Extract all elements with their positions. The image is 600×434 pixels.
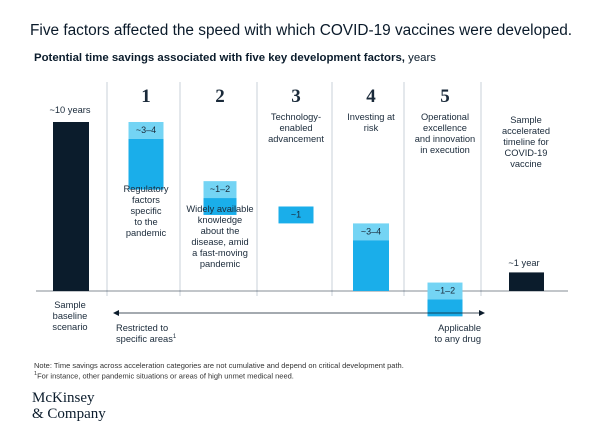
result-label-line-5: vaccine — [510, 159, 542, 169]
factor-4-min-bar — [353, 240, 389, 291]
factor-1-value-label: ~3–4 — [136, 125, 156, 135]
factor-2-label-line-6: pandemic — [200, 259, 241, 269]
result-bar — [509, 272, 544, 291]
factor-1-number: 1 — [141, 86, 151, 107]
factor-2-label-line-3: about the — [201, 226, 240, 236]
axis-left-label-line-2: specific areas1 — [116, 334, 177, 344]
footnote-note: Note: Time savings across acceleration c… — [34, 361, 404, 370]
axis-left-label-line-1: Restricted to — [116, 323, 168, 333]
factor-2-min-bar — [203, 198, 237, 215]
factor-3-label-line-2: enabled — [279, 123, 312, 133]
footnote-1-marker: 1 — [34, 371, 38, 377]
factor-3-value-label: ~1 — [291, 210, 301, 220]
logo-line-2: & Company — [32, 406, 106, 422]
range-arrow-left-head — [113, 310, 119, 316]
factor-1-label-line-3: specific — [130, 206, 161, 216]
factor-5-min-bar — [427, 299, 463, 317]
factor-1-min-bar — [128, 138, 164, 190]
axis-right-label-line-1: Applicable — [438, 323, 481, 333]
subtitle-text: Potential time savings associated with f… — [34, 52, 405, 64]
factor-5-label-line-1: Operational — [421, 112, 469, 122]
factor-1-label-line-1: Regulatory — [124, 184, 169, 194]
factor-3-number: 3 — [291, 86, 301, 107]
factor-2-label-line-2: knowledge — [198, 215, 242, 225]
factor-4-label-line-1: Investing at — [347, 112, 395, 122]
chart-subtitle: Potential time savings associated with f… — [34, 52, 436, 64]
mckinsey-logo: McKinsey & Company — [32, 390, 106, 422]
factor-5-value-label: ~1–2 — [435, 286, 455, 296]
factor-4-value-label: ~3–4 — [361, 226, 381, 236]
factor-5-label-line-2: excellence — [423, 123, 467, 133]
footnote-1-text: For instance, other pandemic situations … — [37, 371, 294, 381]
factor-1-range-bar — [128, 122, 164, 139]
result-label-line-1: Sample — [510, 115, 542, 125]
factor-5-label-line-3: and innovation — [415, 134, 475, 144]
subtitle-unit: years — [404, 52, 436, 64]
range-arrow-right-head — [479, 310, 485, 316]
axis-left-footnote-marker: 1 — [173, 334, 177, 340]
baseline-label-line-2: baseline — [53, 311, 88, 321]
factor-2-range-bar — [203, 181, 237, 199]
baseline-value-label: ~10 years — [49, 105, 90, 115]
factor-4-number: 4 — [366, 86, 376, 107]
factor-2-label-line-1: Widely available — [186, 204, 253, 214]
result-value-label: ~1 year — [508, 258, 539, 268]
factor-4-label-line-2: risk — [364, 123, 379, 133]
axis-right-label-line-2: to any drug — [434, 334, 481, 344]
factor-1-label-line-2: factors — [132, 195, 160, 205]
factor-5-range-bar — [427, 282, 463, 300]
result-label-line-3: timeline for — [503, 137, 548, 147]
factor-3-label-line-3: advancement — [268, 134, 324, 144]
result-label-line-2: accelerated — [502, 126, 550, 136]
page-title: Five factors affected the speed with whi… — [30, 22, 573, 39]
factor-2-label-line-4: disease, amid — [191, 237, 248, 247]
factor-1-label-line-4: to the — [134, 217, 157, 227]
factor-3-label-line-1: Technology- — [271, 112, 321, 122]
factor-1-label-line-5: pandemic — [126, 228, 167, 238]
factor-4-range-bar — [353, 223, 389, 241]
factor-2-number: 2 — [215, 86, 225, 107]
footnote-1: 1For instance, other pandemic situations… — [34, 371, 294, 381]
result-label-line-4: COVID-19 — [505, 148, 548, 158]
baseline-bar — [53, 122, 89, 291]
baseline-label-line-1: Sample — [54, 300, 86, 310]
factor-5-number: 5 — [440, 86, 450, 107]
factor-5-label-line-4: in execution — [420, 145, 470, 155]
baseline-label-line-3: scenario — [52, 322, 87, 332]
factor-3-min-bar — [278, 206, 314, 224]
factor-2-value-label: ~1–2 — [210, 184, 230, 194]
logo-line-1: McKinsey — [32, 390, 95, 406]
factor-2-label-line-5: a fast-moving — [192, 248, 248, 258]
